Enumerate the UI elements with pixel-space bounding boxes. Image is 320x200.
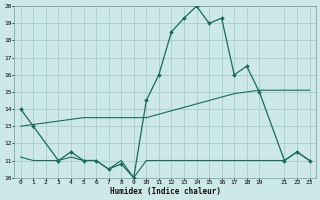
X-axis label: Humidex (Indice chaleur): Humidex (Indice chaleur) — [110, 187, 220, 196]
